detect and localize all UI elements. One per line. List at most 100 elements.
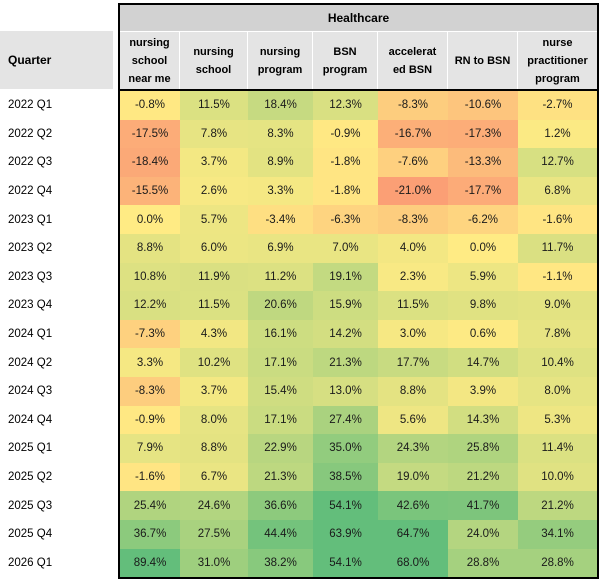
heatmap-cell: -17.5%	[120, 119, 180, 149]
heatmap-cell: 36.7%	[120, 519, 180, 549]
heatmap-cell: -8.3%	[378, 91, 448, 120]
heatmap-cell: 68.0%	[378, 548, 448, 578]
heatmap-cell: -18.4%	[120, 148, 180, 177]
heatmap-cell: 41.7%	[448, 491, 518, 520]
heatmap-cell: 11.2%	[248, 262, 313, 292]
heatmap-cell: 11.7%	[518, 233, 597, 263]
heatmap-cell: -0.8%	[120, 91, 180, 120]
heatmap-cell: 13.0%	[313, 376, 378, 406]
heatmap-cell: -13.3%	[448, 148, 518, 177]
column-header-accelerated-bsn: accelerat ed BSN	[378, 32, 448, 89]
column-header-rn-to-bsn: RN to BSN	[448, 32, 518, 89]
heatmap-cell: 25.4%	[120, 491, 180, 520]
heatmap-cell: 18.4%	[248, 91, 313, 120]
heatmap-cell: 8.9%	[248, 148, 313, 177]
heatmap-cell: -7.3%	[120, 319, 180, 349]
heatmap-cell: 12.2%	[120, 291, 180, 320]
heatmap-cell: 7.8%	[518, 319, 597, 349]
row-label-quarter: 2022 Q2	[0, 119, 113, 149]
heatmap-cell: 1.2%	[518, 119, 597, 149]
heatmap-cell: 36.6%	[248, 491, 313, 520]
heatmap-cell: 89.4%	[120, 548, 180, 578]
row-header-label: Quarter	[8, 53, 52, 67]
heatmap-cell: 5.6%	[378, 405, 448, 435]
heatmap-cell: 64.7%	[378, 519, 448, 549]
row-label-quarter: 2023 Q4	[0, 291, 113, 320]
heatmap-cell: 21.3%	[313, 348, 378, 377]
heatmap-cell: 12.3%	[313, 91, 378, 120]
heatmap-cell: 2.3%	[378, 262, 448, 292]
heatmap-cell: 54.1%	[313, 491, 378, 520]
heatmap-cell: 17.7%	[378, 348, 448, 377]
column-header-nursing-school-near-me: nursing school near me	[120, 32, 180, 89]
heatmap-cell: -1.6%	[120, 462, 180, 492]
row-label-quarter: 2025 Q1	[0, 434, 113, 463]
heatmap-cell: 6.7%	[180, 462, 248, 492]
heatmap-cell: 8.3%	[248, 119, 313, 149]
heatmap-cell: 6.0%	[180, 233, 248, 263]
row-label-quarter: 2022 Q4	[0, 176, 113, 206]
heatmap-cell: 5.3%	[518, 405, 597, 435]
heatmap-cell: 24.3%	[378, 434, 448, 463]
row-header-quarter: Quarter	[0, 31, 113, 89]
heatmap-cell: 19.0%	[378, 462, 448, 492]
heatmap-cell: 3.0%	[378, 319, 448, 349]
heatmap-cell: 6.9%	[248, 233, 313, 263]
heatmap-cell: 19.1%	[313, 262, 378, 292]
heatmap-cell: 27.5%	[180, 519, 248, 549]
heatmap-cell: 28.8%	[448, 548, 518, 578]
heatmap-cell: 54.1%	[313, 548, 378, 578]
heatmap-cell: 14.7%	[448, 348, 518, 377]
heatmap-cell: 15.4%	[248, 376, 313, 406]
row-label-quarter: 2023 Q1	[0, 205, 113, 234]
heatmap-cell: -0.9%	[120, 405, 180, 435]
heatmap-cell: -16.7%	[378, 119, 448, 149]
heatmap-cell: 8.0%	[180, 405, 248, 435]
heatmap-table: Healthcare nursing school near me nursing…	[118, 3, 599, 580]
row-label-quarter: 2022 Q1	[0, 91, 113, 120]
heatmap-cell: 4.3%	[180, 319, 248, 349]
row-label-quarter: 2024 Q3	[0, 376, 113, 406]
heatmap-cell: 10.0%	[518, 462, 597, 492]
heatmap-cell: 14.3%	[448, 405, 518, 435]
heatmap-cell: 6.8%	[518, 176, 597, 206]
heatmap-cell: -8.3%	[120, 376, 180, 406]
heatmap-cell: -1.6%	[518, 205, 597, 234]
heatmap-cell: 11.9%	[180, 262, 248, 292]
heatmap-cell: 20.6%	[248, 291, 313, 320]
row-label-quarter: 2025 Q3	[0, 491, 113, 520]
heatmap-cell: -17.3%	[448, 119, 518, 149]
heatmap-cell: 38.2%	[248, 548, 313, 578]
row-label-quarter: 2023 Q3	[0, 262, 113, 292]
column-header-bsn-program: BSN program	[313, 32, 378, 89]
heatmap-cell: 3.7%	[180, 148, 248, 177]
group-header-label: Healthcare	[327, 11, 390, 25]
heatmap-cell: 25.8%	[448, 434, 518, 463]
heatmap-cell: 21.2%	[448, 462, 518, 492]
heatmap-cell: 42.6%	[378, 491, 448, 520]
heatmap-cell: 9.0%	[518, 291, 597, 320]
heatmap-cell: 24.6%	[180, 491, 248, 520]
heatmap-cell: 8.0%	[518, 376, 597, 406]
heatmap-cell: 17.1%	[248, 348, 313, 377]
column-header-nursing-school: nursing school	[180, 32, 248, 89]
heatmap-cell: 34.1%	[518, 519, 597, 549]
heatmap-cell: 31.0%	[180, 548, 248, 578]
heatmap-cell: 8.8%	[180, 434, 248, 463]
heatmap-cell: 0.6%	[448, 319, 518, 349]
row-label-quarter: 2024 Q1	[0, 319, 113, 349]
row-label-quarter: 2024 Q4	[0, 405, 113, 435]
heatmap-cell: 11.5%	[378, 291, 448, 320]
heatmap-cell: 7.0%	[313, 233, 378, 263]
heatmap-cell: -8.3%	[378, 205, 448, 234]
heatmap-cell: -1.8%	[313, 148, 378, 177]
heatmap-cell: 17.1%	[248, 405, 313, 435]
heatmap-cell: 10.8%	[120, 262, 180, 292]
heatmap-cell: 3.3%	[248, 176, 313, 206]
heatmap-cell: -2.7%	[518, 91, 597, 120]
heatmap-cell: 63.9%	[313, 519, 378, 549]
heatmap-cell: 38.5%	[313, 462, 378, 492]
heatmap-cell: 21.2%	[518, 491, 597, 520]
heatmap-cell: 3.3%	[120, 348, 180, 377]
heatmap-cell: 35.0%	[313, 434, 378, 463]
